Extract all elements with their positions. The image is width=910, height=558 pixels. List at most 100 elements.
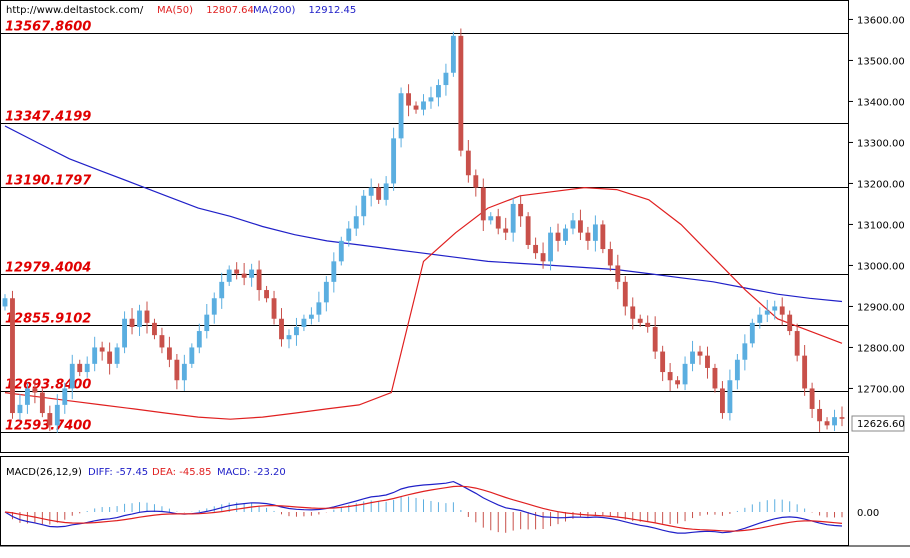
svg-text:http://www.deltastock.com/: http://www.deltastock.com/ [6,5,144,16]
svg-text:MA(50) 12807.64: MA(50) 12807.64 [157,5,254,16]
candle-body-80 [600,224,606,250]
candle-body-21 [159,335,165,348]
candle-body-82 [615,265,621,282]
candle-body-22 [166,347,172,360]
candle-body-18 [137,310,142,327]
y-tick-label-6: 13000.00 [857,261,905,272]
candle-body-40 [301,318,307,327]
candle-body-1 [10,298,15,414]
candle-body-41 [308,314,314,319]
y-tick-label-0: 13600.00 [857,15,905,26]
candle-body-108 [809,388,815,409]
candle-body-43 [323,281,329,303]
candle-body-31 [234,269,240,274]
y-tick-label-8: 12800.00 [857,343,905,354]
candle-body-26 [196,331,202,348]
candle-body-57 [428,97,434,102]
candle-body-77 [578,220,583,233]
candle-body-81 [607,249,613,266]
candle-body-96 [719,388,725,414]
candle-body-71 [533,244,539,254]
candle-body-93 [697,351,703,356]
candle-body-54 [406,93,411,106]
candle-body-103 [772,306,778,311]
candle-body-83 [622,281,628,307]
macd-dea-line [4,485,843,532]
candle-body-73 [548,232,553,262]
macd-dea-label: DEA: [152,467,176,478]
candle-body-94 [705,355,710,368]
candle-body-50 [376,187,382,200]
candle-body-29 [219,281,225,299]
level-label-3: 12979.4004 [5,261,91,276]
candle-body-28 [211,298,217,315]
candle-body-38 [286,335,292,340]
candle-body-72 [540,253,546,262]
candle-body-112 [839,417,845,419]
candle-body-44 [331,261,337,282]
candle-body-59 [443,72,449,86]
candle-body-56 [421,101,426,110]
ma50-line [4,186,843,420]
candle-body-30 [226,269,232,282]
candle-body-52 [391,138,397,184]
y-tick-label-2: 13400.00 [857,97,905,108]
candle-body-92 [690,351,695,364]
candle-body-5 [39,392,45,414]
candle-body-14 [107,351,113,364]
candle-body-63 [473,175,479,188]
candle-body-25 [189,347,195,364]
candle-body-104 [779,306,785,315]
candle-body-35 [264,290,269,299]
ma200-line [4,125,843,303]
candle-body-11 [84,363,90,373]
candle-body-9 [69,363,75,389]
candle-body-101 [757,314,763,323]
candle-body-13 [99,347,105,352]
candle-body-0 [2,298,8,307]
macd-diff-value: -57.45 [116,467,148,478]
source-url: http://www.deltastock.com/ [6,5,144,16]
candle-body-10 [77,363,83,373]
candle-body-90 [675,380,681,385]
svg-text:DEA: -45.85: DEA: -45.85 [152,467,212,478]
level-label-1: 13347.4199 [5,110,91,125]
candle-body-102 [764,310,770,315]
candle-body-58 [436,85,441,98]
candle-body-15 [114,347,120,364]
candle-body-79 [592,224,598,241]
ma200-value: 12912.45 [309,5,357,16]
candle-body-64 [480,187,486,221]
candle-body-98 [734,359,740,381]
ma200-label: MA(200) [253,5,295,16]
level-label-0: 13567.8600 [5,20,91,35]
candle-body-107 [802,355,808,389]
candle-body-39 [294,326,299,336]
candle-body-7 [54,404,60,426]
candle-body-23 [174,359,180,381]
candle-body-20 [152,322,157,336]
candle-body-33 [249,269,255,278]
candle-body-2 [17,404,23,414]
candle-body-37 [279,318,284,340]
candle-body-67 [503,228,509,233]
macd-diff-line [4,480,843,534]
level-label-6: 12593.7400 [5,419,91,434]
candle-body-69 [518,203,524,217]
y-tick-label-9: 12700.00 [857,384,905,395]
candle-body-8 [62,388,68,405]
candle-body-36 [271,298,277,319]
candle-body-74 [555,232,561,241]
candle-body-51 [383,183,389,200]
candle-body-27 [204,314,210,332]
macd-dea-value: -45.85 [179,467,211,478]
candle-body-100 [749,322,755,344]
candle-body-19 [144,310,150,323]
candle-body-66 [495,216,501,229]
y-tick-label-3: 13300.00 [857,138,905,149]
candle-body-6 [47,413,53,426]
y-tick-label-1: 13500.00 [857,56,905,67]
candle-body-3 [24,388,30,405]
candle-body-55 [413,105,419,110]
